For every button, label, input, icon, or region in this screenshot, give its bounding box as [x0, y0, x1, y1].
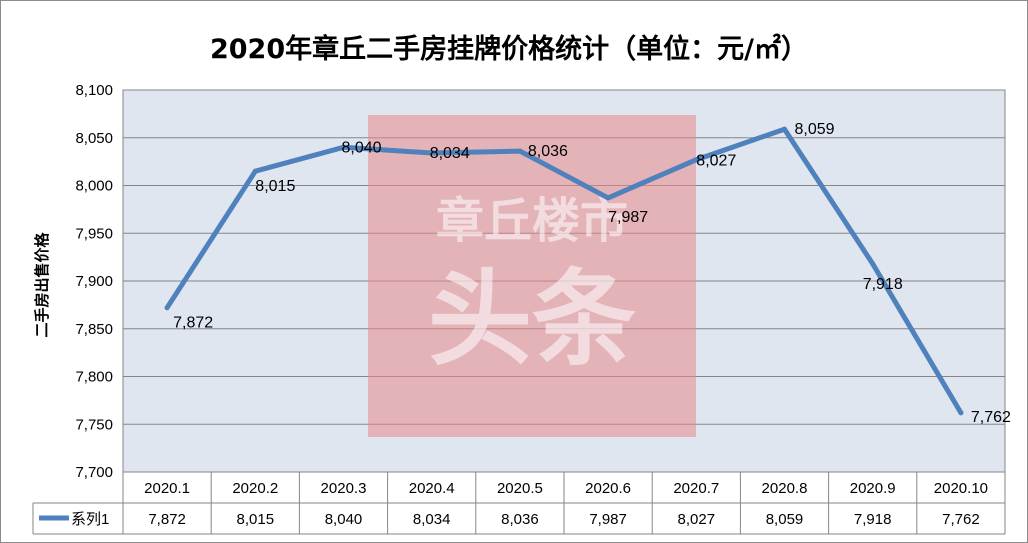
- table-value: 7,762: [942, 511, 980, 528]
- data-label: 8,036: [528, 143, 568, 160]
- y-tick-label: 8,050: [75, 130, 113, 147]
- table-value: 7,918: [854, 511, 892, 528]
- data-label: 8,034: [430, 145, 470, 162]
- x-tick-label: 2020.2: [232, 480, 278, 497]
- data-label: 7,918: [863, 276, 903, 293]
- table-value: 8,034: [413, 511, 451, 528]
- x-tick-label: 2020.8: [762, 480, 808, 497]
- data-point: [958, 410, 964, 416]
- data-point: [252, 168, 258, 174]
- table-value: 7,987: [589, 511, 627, 528]
- data-point: [782, 126, 787, 132]
- chart-title: 2020年章丘二手房挂牌价格统计（单位：元/㎡）: [210, 33, 808, 65]
- watermark-line2: 头条: [428, 258, 636, 380]
- x-tick-label: 2020.7: [673, 480, 719, 497]
- watermark-line1: 章丘楼市: [436, 193, 628, 249]
- series-layer: [164, 126, 964, 416]
- table-value: 8,059: [766, 511, 804, 528]
- x-tick-label: 2020.4: [409, 480, 455, 497]
- data-label: 8,027: [696, 153, 736, 170]
- y-axis-ticks: 7,700 7,750 7,800 7,850 7,900 7,950 8,000 8,050…: [75, 82, 113, 481]
- table-value: 7,872: [148, 511, 186, 528]
- y-tick-label: 7,750: [75, 416, 113, 433]
- table-value: 8,040: [325, 511, 363, 528]
- data-table: 2020.1 2020.2 2020.3 2020.4 2020.5 2020.6 2020…: [32, 471, 1006, 535]
- table-value: 8,027: [678, 511, 716, 528]
- x-tick-label: 2020.10: [934, 480, 988, 497]
- table-value: 8,036: [501, 511, 539, 528]
- legend-series-name: 系列1: [71, 511, 109, 528]
- data-label: 7,987: [608, 209, 648, 226]
- data-label: 8,040: [342, 139, 382, 156]
- data-point: [164, 305, 170, 311]
- watermark-background: [368, 115, 696, 437]
- y-tick-label: 8,100: [75, 82, 113, 99]
- y-tick-label: 7,900: [75, 273, 113, 290]
- data-label: 8,059: [795, 121, 835, 138]
- data-labels: 7,872 8,015 8,040 8,034 8,036 7,987 8,027 8,059…: [173, 121, 1011, 426]
- x-tick-label: 2020.5: [497, 480, 543, 497]
- y-axis-label: 二手房出售价格: [33, 232, 51, 338]
- watermark: 章丘楼市 头条: [368, 115, 696, 437]
- y-tick-label: 7,850: [75, 321, 113, 338]
- x-tick-label: 2020.1: [144, 480, 190, 497]
- series-line: [164, 126, 964, 416]
- data-point: [605, 195, 611, 201]
- data-label: 7,762: [971, 409, 1011, 426]
- table-value: 8,015: [237, 511, 275, 528]
- x-tick-label: 2020.6: [585, 480, 631, 497]
- y-tick-label: 7,950: [75, 225, 113, 242]
- y-tick-label: 7,700: [75, 464, 113, 481]
- data-point: [870, 261, 876, 267]
- y-tick-label: 7,800: [75, 369, 113, 386]
- data-label: 7,872: [173, 315, 213, 332]
- x-tick-label: 2020.3: [321, 480, 367, 497]
- x-tick-label: 2020.9: [850, 480, 896, 497]
- data-point: [517, 148, 523, 154]
- data-point: [341, 144, 346, 150]
- data-point: [429, 150, 435, 156]
- data-point: [693, 157, 699, 163]
- data-label: 8,015: [255, 178, 295, 195]
- y-tick-label: 8,000: [75, 178, 113, 195]
